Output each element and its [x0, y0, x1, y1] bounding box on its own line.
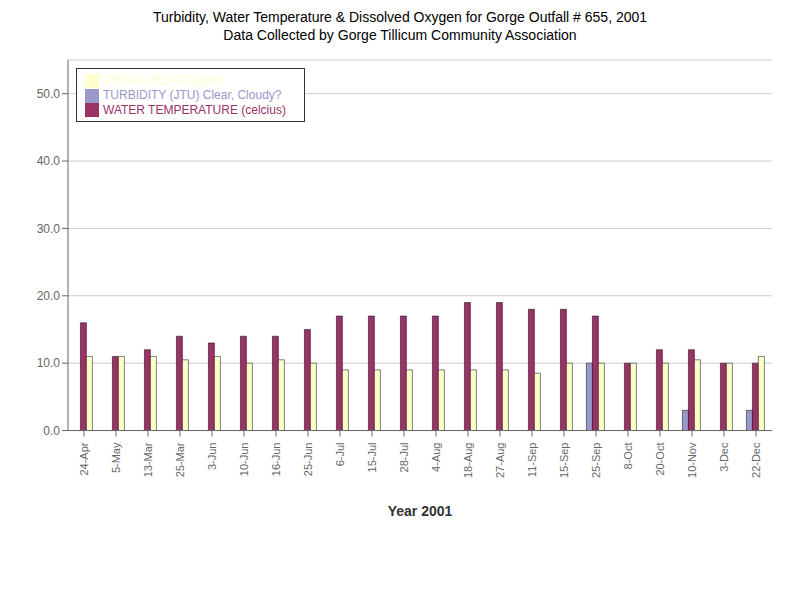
svg-text:3-Jun: 3-Jun	[206, 443, 218, 471]
html-text:DISSOLVED O2 (ppm): DISSOLVED O2 (ppm)	[103, 73, 225, 87]
svg-text:Year 2001: Year 2001	[388, 503, 453, 519]
svg-text:25-Jun: 25-Jun	[302, 443, 314, 477]
svg-text:16-Jun: 16-Jun	[270, 443, 282, 477]
svg-text:27-Aug: 27-Aug	[494, 443, 506, 478]
svg-text:10.0: 10.0	[37, 356, 61, 370]
svg-text:5-May: 5-May	[110, 442, 122, 473]
svg-text:4-Aug: 4-Aug	[430, 443, 442, 472]
svg-text:13-Mar: 13-Mar	[142, 442, 154, 477]
html-text:Turbidity, Water Temperature &: Turbidity, Water Temperature & Dissolved…	[152, 9, 648, 25]
svg-text:50.0: 50.0	[37, 87, 61, 101]
html-text:Data Collected by Gorge Tillic: Data Collected by Gorge Tillicum Communi…	[223, 27, 577, 43]
svg-text:10-Jun: 10-Jun	[238, 443, 250, 477]
svg-text:6-Jul: 6-Jul	[334, 443, 346, 467]
svg-text:8-Oct: 8-Oct	[622, 443, 634, 470]
svg-text:20.0: 20.0	[37, 289, 61, 303]
svg-text:18-Aug: 18-Aug	[462, 443, 474, 478]
svg-text:24-Apr: 24-Apr	[78, 442, 90, 475]
svg-text:25-Sep: 25-Sep	[590, 443, 602, 478]
svg-text:22-Dec: 22-Dec	[750, 442, 762, 478]
svg-text:15-Sep: 15-Sep	[558, 443, 570, 478]
svg-text:20-Oct: 20-Oct	[654, 443, 666, 476]
svg-text:3-Dec: 3-Dec	[718, 442, 730, 472]
svg-text:30.0: 30.0	[37, 222, 61, 236]
svg-text:15-Jul: 15-Jul	[366, 443, 378, 473]
svg-text:10-Nov: 10-Nov	[686, 442, 698, 478]
html-text:TURBIDITY (JTU) Clear, Cloudy?: TURBIDITY (JTU) Clear, Cloudy?	[103, 87, 282, 102]
svg-text:11-Sep: 11-Sep	[526, 443, 538, 478]
svg-text:0.0: 0.0	[43, 424, 60, 438]
svg-text:40.0: 40.0	[37, 154, 61, 168]
html-text:WATER TEMPERATURE (celcius): WATER TEMPERATURE (celcius)	[103, 102, 286, 117]
svg-text:25-Mar: 25-Mar	[174, 442, 186, 477]
svg-text:28-Jul: 28-Jul	[398, 443, 410, 473]
